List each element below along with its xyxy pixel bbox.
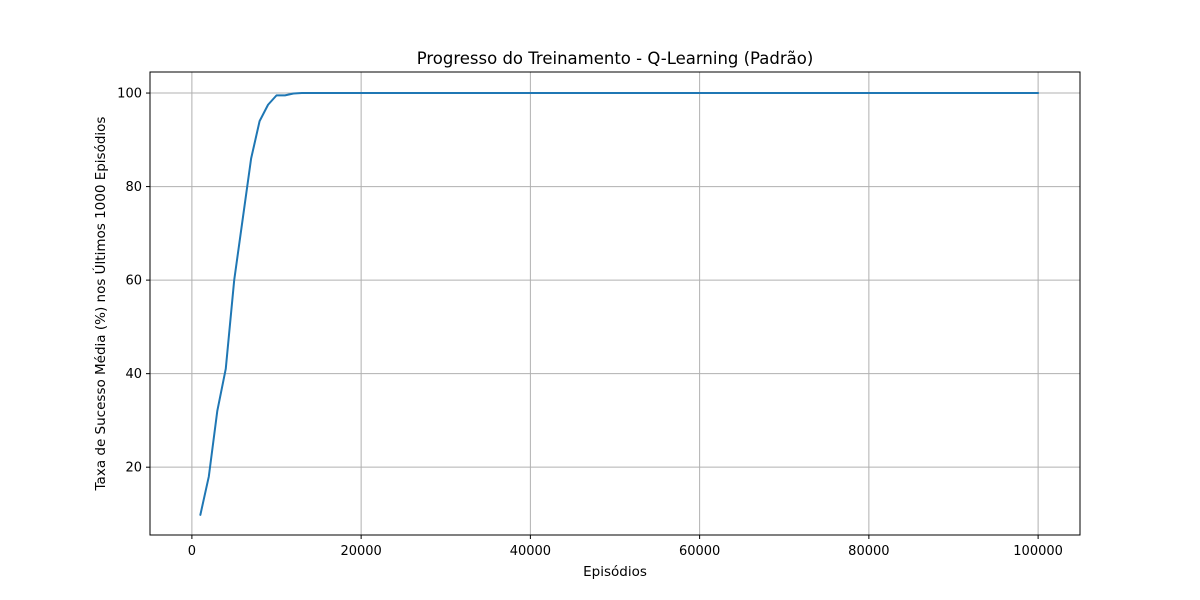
x-tick-label: 60000 bbox=[679, 544, 720, 559]
chart-title: Progresso do Treinamento - Q-Learning (P… bbox=[417, 49, 814, 68]
y-tick-label: 100 bbox=[117, 87, 142, 102]
y-tick-label: 80 bbox=[125, 180, 142, 195]
x-tick-label: 80000 bbox=[848, 544, 889, 559]
y-tick-label: 20 bbox=[125, 461, 142, 476]
x-axis-ticks: 0 20000 40000 60000 80000 100000 bbox=[188, 535, 1063, 559]
series-group bbox=[199, 92, 1040, 516]
x-tick-label: 100000 bbox=[1013, 544, 1063, 559]
x-axis-label: Episódios bbox=[583, 564, 647, 580]
y-tick-label: 40 bbox=[125, 367, 142, 382]
y-tick-label: 60 bbox=[125, 274, 142, 289]
x-tick-label: 0 bbox=[188, 544, 196, 559]
y-axis-label: Taxa de Sucesso Média (%) nos Últimos 10… bbox=[91, 117, 109, 492]
y-axis-ticks: 20 40 60 80 100 bbox=[117, 87, 150, 476]
plot-frame bbox=[149, 71, 1081, 536]
x-tick-label: 20000 bbox=[340, 544, 381, 559]
x-tick-label: 40000 bbox=[510, 544, 551, 559]
series-line bbox=[199, 92, 1040, 516]
